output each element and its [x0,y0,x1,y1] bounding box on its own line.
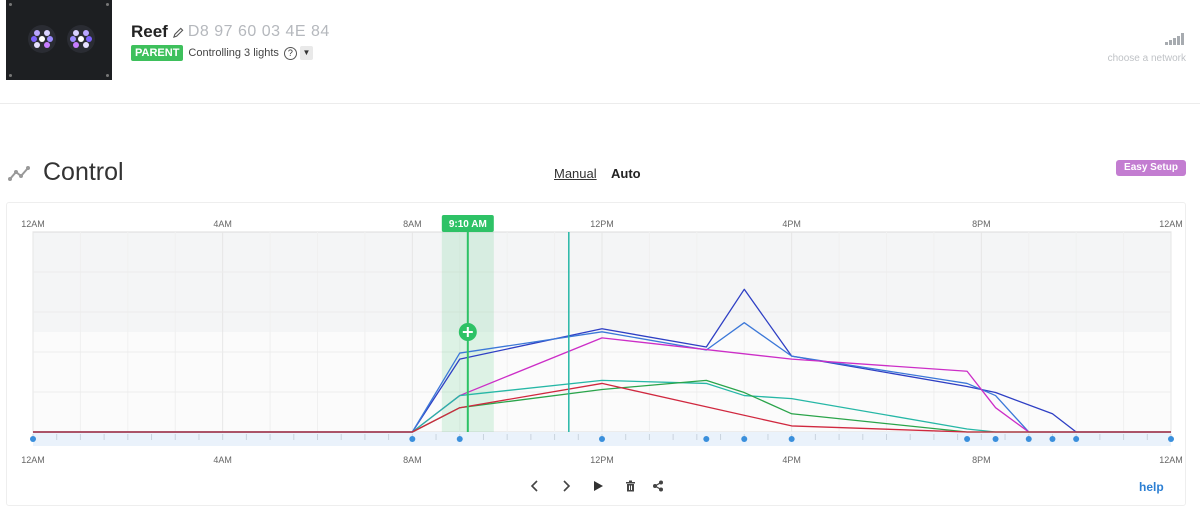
help-circle-icon[interactable]: ? [283,46,297,60]
play-icon[interactable] [590,478,606,494]
control-graph-icon [8,166,30,181]
top-tick-label: 8PM [972,219,991,229]
chart-toolbar [0,478,1200,494]
thumbnail-corner [106,3,109,6]
trash-icon[interactable] [622,478,638,494]
top-tick-label: 12AM [1159,219,1183,229]
easy-setup-button[interactable]: Easy Setup [1116,160,1186,176]
top-tick-label: 4PM [782,219,801,229]
help-link[interactable]: help [1139,480,1164,494]
control-point[interactable] [703,436,710,442]
control-point[interactable] [1025,436,1032,442]
top-tick-label: 4AM [213,219,232,229]
add-point-icon[interactable] [458,323,477,341]
bottom-tick-label: 4PM [782,455,801,465]
control-point[interactable] [599,436,605,442]
chevron-right-icon[interactable] [558,478,574,494]
control-point[interactable] [456,436,463,442]
current-time-label-box [441,215,494,232]
chevron-left-icon[interactable] [527,478,543,494]
current-time-label-text: 9:10 AM [449,219,487,230]
control-point[interactable] [1073,436,1080,442]
bottom-tick-label: 12PM [590,455,614,465]
controlling-text: Controlling 3 lights [188,47,279,59]
series-line-1 [33,288,1171,433]
device-thumbnail [6,0,112,80]
control-point[interactable] [992,436,999,442]
control-point[interactable] [1049,436,1056,442]
control-point[interactable] [964,436,971,442]
top-tick-label: 12AM [21,219,45,229]
thumbnail-corner [9,3,12,6]
header-divider [0,103,1200,104]
schedule-panel [6,202,1186,506]
series-line-2 [33,322,1171,433]
series-line-6 [33,382,1171,433]
thumbnail-corner [106,74,109,77]
top-tick-label: 8AM [403,219,422,229]
lights-dropdown-button[interactable]: ▼ [299,46,313,60]
control-point[interactable] [409,436,416,442]
device-title-row: Reef D8 97 60 03 4E 84 [131,22,330,42]
mode-auto-tab[interactable]: Auto [611,166,641,181]
control-point[interactable] [30,436,36,442]
choose-network-link[interactable]: choose a network [1107,53,1186,64]
device-status-row: PARENT Controlling 3 lights ? ▼ [131,45,313,61]
device-name: Reef [131,22,168,41]
bottom-tick-label: 8PM [972,455,991,465]
light-fixture-icon [67,25,95,53]
series-line-4 [33,379,1171,433]
mac-address: D8 97 60 03 4E 84 [187,23,330,40]
mode-manual-tab[interactable]: Manual [554,166,597,181]
top-tick-label: 12PM [590,219,614,229]
thumbnail-corner [9,74,12,77]
control-title: Control [43,158,124,186]
light-fixture-icon [28,25,56,53]
control-point[interactable] [1168,436,1174,442]
control-point[interactable] [788,436,795,442]
current-time-label: 9:10 AM [441,215,494,232]
bottom-tick-label: 12AM [1159,455,1183,465]
bottom-tick-label: 4AM [213,455,232,465]
pencil-icon[interactable] [172,27,184,38]
parent-badge: PARENT [131,45,184,61]
control-point[interactable] [741,436,748,442]
share-icon[interactable] [650,478,666,494]
signal-bars-icon[interactable] [1165,33,1185,45]
bottom-tick-label: 12AM [21,455,45,465]
bottom-tick-label: 8AM [403,455,422,465]
